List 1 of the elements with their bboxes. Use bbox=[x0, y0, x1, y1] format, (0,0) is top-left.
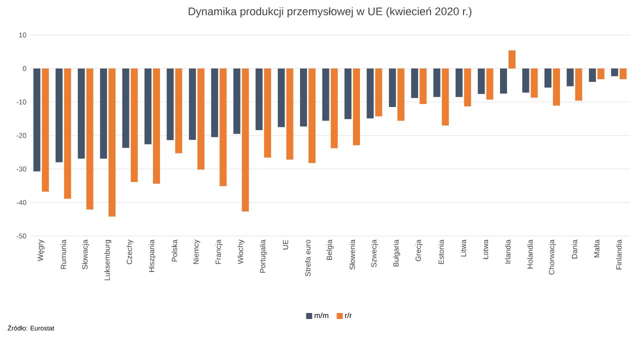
chart-title: Dynamika produkcji przemysłowej w UE (kwiecień 2020 r.) bbox=[188, 7, 472, 18]
